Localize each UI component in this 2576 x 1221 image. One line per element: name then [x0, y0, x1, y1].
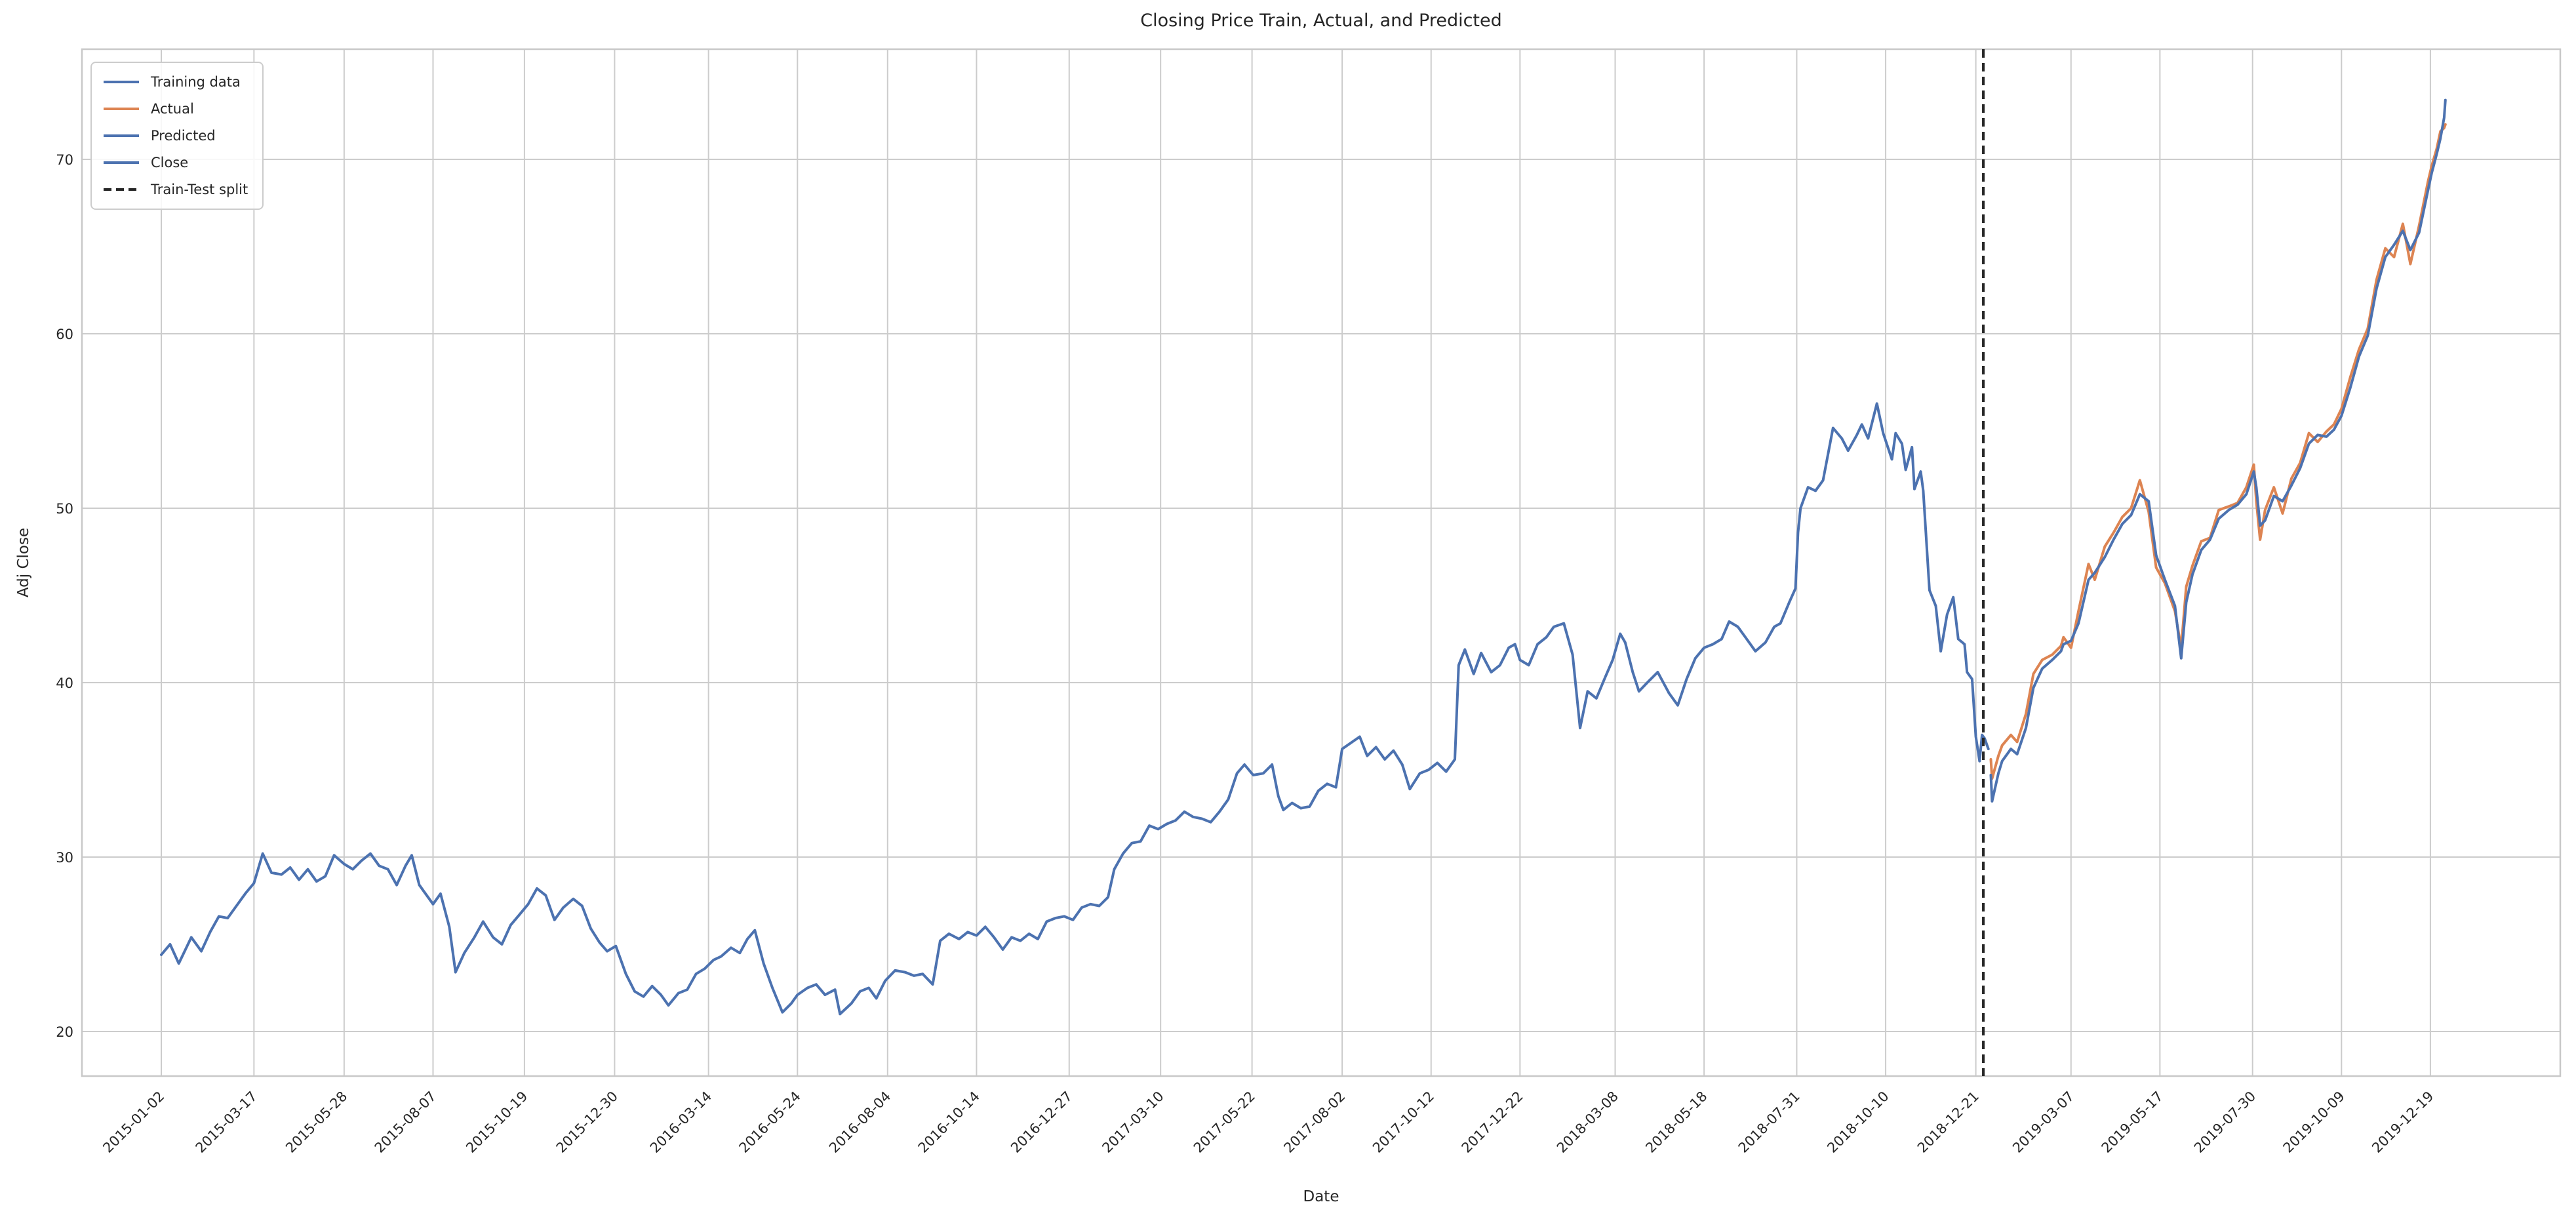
y-tick-label: 30	[56, 850, 73, 866]
x-tick-label: 2015-10-19	[463, 1089, 530, 1156]
plot-frame	[81, 48, 2562, 1077]
x-tick-label: 2018-03-08	[1554, 1089, 1621, 1156]
x-tick-label: 2016-08-04	[826, 1089, 894, 1156]
y-tick-label: 20	[56, 1024, 73, 1040]
y-axis-label: Adj Close	[15, 527, 32, 598]
y-tick-label: 60	[56, 327, 73, 342]
legend-swatch-line-icon	[104, 81, 139, 83]
legend-item-actual: Actual	[102, 98, 248, 120]
legend: Training data Actual Predicted Close Train-T…	[90, 62, 264, 210]
x-tick-label: 2017-05-22	[1191, 1089, 1258, 1156]
series-line-actual	[1989, 123, 2447, 780]
legend-swatch-line-icon	[104, 134, 139, 137]
x-tick-label: 2019-05-17	[2099, 1089, 2166, 1156]
legend-item-training-data: Training data	[102, 71, 248, 93]
x-tick-label: 2016-12-27	[1008, 1089, 1075, 1156]
x-tick-label: 2016-05-24	[736, 1089, 804, 1156]
x-tick-label: 2016-10-14	[915, 1089, 983, 1156]
x-tick-label: 2019-03-07	[2010, 1089, 2077, 1156]
legend-label: Training data	[151, 74, 241, 90]
legend-label: Predicted	[151, 128, 216, 144]
x-tick-label: 2018-12-21	[1914, 1089, 1982, 1156]
legend-item-close: Close	[102, 151, 248, 174]
legend-label: Train-Test split	[151, 182, 248, 197]
series-line-training-data	[160, 402, 1990, 1016]
x-tick-label: 2018-05-18	[1642, 1089, 1710, 1156]
x-tick-label: 2018-10-10	[1824, 1089, 1892, 1156]
series-line-predicted	[1989, 98, 2447, 803]
x-tick-label: 2015-05-28	[283, 1089, 350, 1156]
x-tick-label: 2016-03-14	[647, 1089, 715, 1156]
x-tick-label: 2017-10-12	[1370, 1089, 1437, 1156]
y-tick-label: 50	[56, 501, 73, 517]
x-tick-label: 2017-03-10	[1099, 1089, 1166, 1156]
x-tick-label: 2015-01-02	[100, 1089, 167, 1156]
x-tick-label: 2015-03-17	[193, 1089, 260, 1156]
legend-item-predicted: Predicted	[102, 125, 248, 147]
x-tick-label: 2015-08-07	[372, 1089, 439, 1156]
legend-label: Actual	[151, 101, 194, 117]
x-tick-label: 2015-12-30	[553, 1089, 621, 1156]
x-tick-label: 2019-07-30	[2191, 1089, 2259, 1156]
y-tick-label: 40	[56, 675, 73, 691]
legend-item-train-test-split: Train-Test split	[102, 178, 248, 201]
legend-swatch-line-icon	[104, 161, 139, 164]
legend-label: Close	[151, 155, 189, 170]
x-tick-label: 2017-12-22	[1459, 1089, 1526, 1156]
x-axis-label: Date	[1303, 1188, 1339, 1205]
chart-title: Closing Price Train, Actual, and Predict…	[1140, 10, 1502, 31]
x-tick-label: 2019-10-09	[2280, 1089, 2348, 1156]
x-tick-label: 2018-07-31	[1735, 1089, 1803, 1156]
legend-swatch-line-icon	[104, 108, 139, 110]
legend-swatch-line-icon	[104, 188, 139, 191]
x-tick-label: 2019-12-19	[2369, 1089, 2436, 1156]
x-tick-label: 2017-08-02	[1280, 1089, 1348, 1156]
y-tick-label: 70	[56, 152, 73, 168]
